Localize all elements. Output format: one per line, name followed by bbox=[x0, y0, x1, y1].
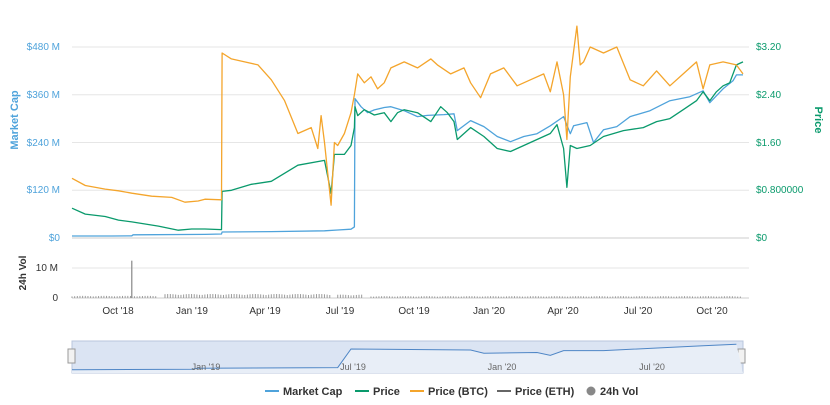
legend-label-24h-vol: 24h Vol bbox=[600, 386, 638, 398]
x-tick: Jul '19 bbox=[326, 306, 355, 317]
y-right-tick: $1.60 bbox=[756, 138, 781, 149]
legend: Market Cap Price Price (BTC) Price (ETH)… bbox=[265, 386, 638, 398]
legend-item-price[interactable]: Price bbox=[355, 386, 400, 398]
y-left-tick: $240 M bbox=[27, 138, 60, 149]
x-tick: Apr '20 bbox=[547, 306, 579, 317]
y-axis-left-title: Market Cap bbox=[9, 90, 21, 150]
y-left-tick: $360 M bbox=[27, 90, 60, 101]
legend-item-price-btc[interactable]: Price (BTC) bbox=[410, 386, 488, 398]
y-axis-right-title: Price bbox=[812, 107, 824, 134]
volume-tick: 0 bbox=[52, 293, 58, 304]
x-tick: Oct '19 bbox=[398, 306, 430, 317]
navigator-area bbox=[72, 344, 743, 373]
y-right-tick: $0 bbox=[756, 233, 768, 244]
navigator-line bbox=[71, 343, 737, 371]
y-left-tick: $0 bbox=[49, 233, 61, 244]
navigator-tick: Jul '20 bbox=[639, 362, 665, 372]
navigator-tick: Jan '20 bbox=[488, 362, 517, 372]
x-tick: Oct '18 bbox=[102, 306, 134, 317]
legend-label-market-cap: Market Cap bbox=[283, 386, 343, 398]
legend-item-24h-vol[interactable]: 24h Vol bbox=[586, 386, 639, 398]
y-right-tick: $0.800000 bbox=[756, 185, 804, 196]
series-line-price-btc bbox=[71, 25, 744, 206]
x-tick: Oct '20 bbox=[696, 306, 728, 317]
series-line-market-cap bbox=[72, 74, 743, 237]
x-tick: Apr '19 bbox=[249, 306, 281, 317]
navigator-tick: Jul '19 bbox=[340, 362, 366, 372]
series-line-price bbox=[71, 61, 744, 231]
volume-axis-title: 24h Vol bbox=[18, 255, 29, 290]
volume-tick: 10 M bbox=[36, 263, 58, 274]
legend-label-price-eth: Price (ETH) bbox=[515, 386, 575, 398]
x-tick: Jan '20 bbox=[473, 306, 505, 317]
y-right-tick: $2.40 bbox=[756, 90, 781, 101]
navigator-handle-left bbox=[67, 348, 76, 364]
legend-item-price-eth[interactable]: Price (ETH) bbox=[497, 386, 575, 398]
navigator-tick: Jan '19 bbox=[192, 362, 221, 372]
legend-label-price-btc: Price (BTC) bbox=[428, 386, 488, 398]
y-left-tick: $480 M bbox=[27, 42, 60, 53]
y-right-tick: $3.20 bbox=[756, 42, 781, 53]
x-tick: Jan '19 bbox=[176, 306, 208, 317]
legend-item-market-cap[interactable]: Market Cap bbox=[265, 386, 343, 398]
legend-swatch-24h-vol bbox=[586, 386, 596, 396]
legend-label-price: Price bbox=[373, 386, 400, 398]
x-tick: Jul '20 bbox=[624, 306, 653, 317]
y-left-tick: $120 M bbox=[27, 185, 60, 196]
